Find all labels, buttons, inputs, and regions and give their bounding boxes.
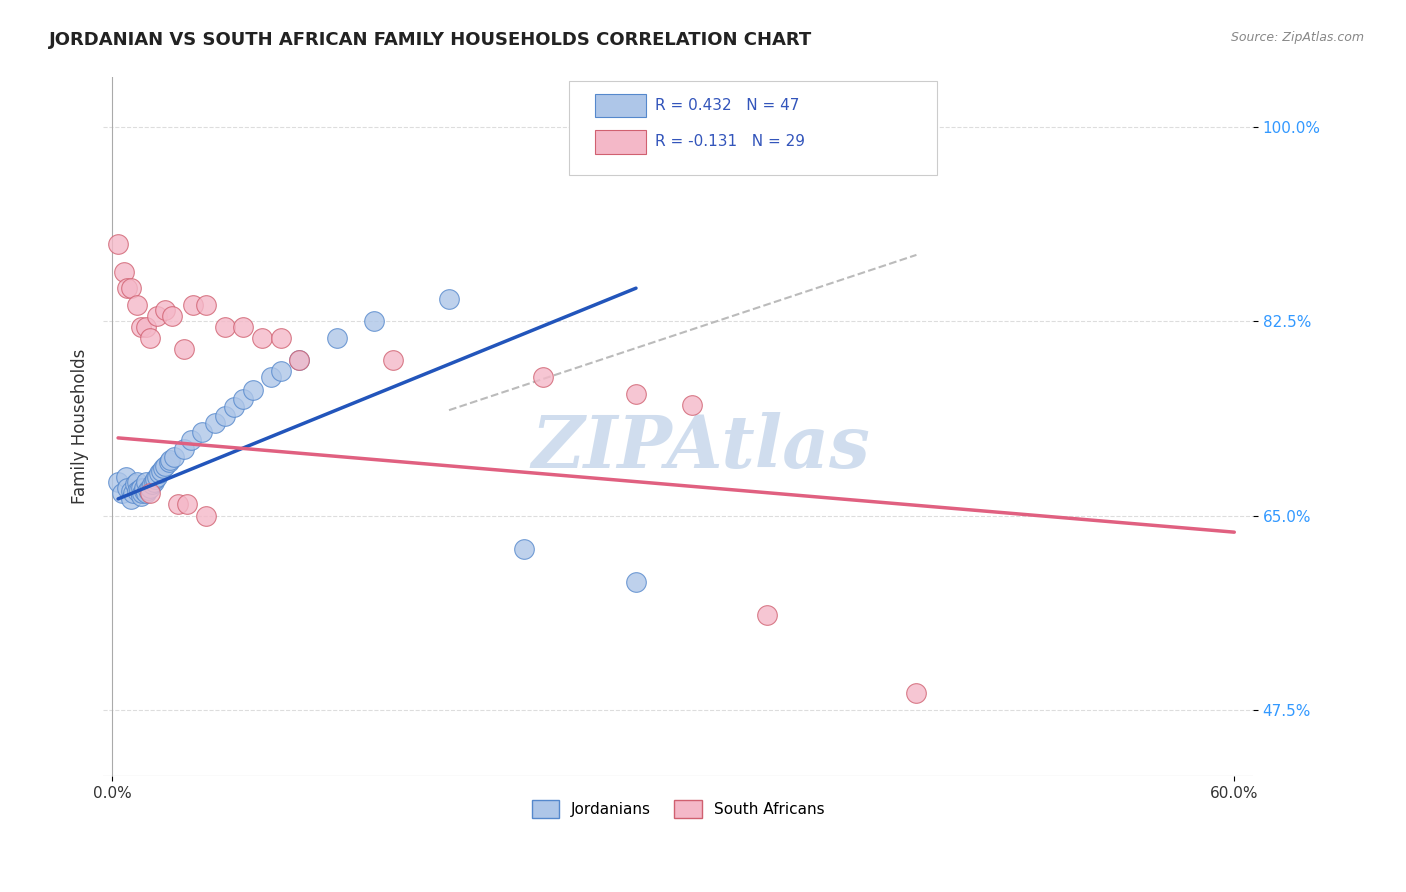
Point — [755, 608, 778, 623]
Point — [117, 281, 139, 295]
Point — [152, 460, 174, 475]
Point — [125, 298, 148, 312]
Point — [107, 236, 129, 251]
Point — [624, 575, 647, 590]
Text: JORDANIAN VS SOUTH AFRICAN FAMILY HOUSEHOLDS CORRELATION CHART: JORDANIAN VS SOUTH AFRICAN FAMILY HOUSEH… — [49, 31, 813, 49]
Point — [136, 483, 159, 497]
Point — [146, 469, 169, 483]
Point — [111, 486, 134, 500]
Point — [181, 298, 204, 312]
Point — [214, 409, 236, 423]
Point — [173, 342, 195, 356]
Point — [381, 353, 404, 368]
FancyBboxPatch shape — [569, 81, 936, 175]
Point — [191, 425, 214, 440]
Point — [163, 450, 186, 464]
Point — [128, 483, 150, 497]
Point — [260, 370, 283, 384]
Point — [176, 498, 198, 512]
Point — [120, 491, 142, 506]
Point — [139, 486, 162, 500]
Point — [905, 686, 928, 700]
Point — [150, 464, 173, 478]
Point — [531, 370, 554, 384]
Point — [112, 264, 135, 278]
Point — [135, 486, 157, 500]
Point — [288, 353, 311, 368]
Text: Source: ZipAtlas.com: Source: ZipAtlas.com — [1230, 31, 1364, 45]
Point — [120, 484, 142, 499]
Point — [145, 472, 167, 486]
Point — [222, 400, 245, 414]
Point — [363, 314, 385, 328]
Point — [326, 331, 349, 345]
Point — [117, 481, 139, 495]
FancyBboxPatch shape — [595, 130, 645, 153]
Point — [194, 298, 217, 312]
Point — [148, 467, 170, 481]
Point — [135, 320, 157, 334]
Text: R = 0.432   N = 47: R = 0.432 N = 47 — [655, 98, 800, 113]
Point — [122, 486, 145, 500]
Point — [153, 303, 176, 318]
Text: R = -0.131   N = 29: R = -0.131 N = 29 — [655, 134, 806, 149]
Point — [194, 508, 217, 523]
Point — [139, 331, 162, 345]
Y-axis label: Family Households: Family Households — [72, 349, 89, 505]
Point — [159, 453, 181, 467]
Point — [153, 458, 176, 473]
Point — [120, 281, 142, 295]
Point — [129, 489, 152, 503]
Point — [134, 481, 156, 495]
Point — [141, 477, 163, 491]
Point — [142, 475, 165, 490]
Legend: Jordanians, South Africans: Jordanians, South Africans — [526, 794, 831, 824]
Point — [681, 398, 703, 412]
Point — [173, 442, 195, 456]
Point — [270, 331, 292, 345]
Point — [114, 469, 136, 483]
Point — [129, 320, 152, 334]
Point — [204, 417, 226, 431]
Point — [513, 541, 536, 556]
Point — [270, 364, 292, 378]
Point — [214, 320, 236, 334]
Point — [162, 309, 184, 323]
Point — [167, 498, 190, 512]
Point — [139, 481, 162, 495]
Point — [134, 484, 156, 499]
Point — [232, 320, 254, 334]
Point — [232, 392, 254, 406]
Point — [125, 484, 148, 499]
Point — [129, 481, 152, 495]
Point — [146, 309, 169, 323]
Text: ZIPAtlas: ZIPAtlas — [531, 412, 870, 483]
FancyBboxPatch shape — [595, 94, 645, 117]
Point — [135, 475, 157, 490]
Point — [242, 383, 264, 397]
Point — [124, 477, 146, 491]
Point — [131, 486, 153, 500]
Point — [107, 475, 129, 490]
Point — [288, 353, 311, 368]
Point — [250, 331, 273, 345]
Point — [437, 292, 460, 306]
Point — [180, 433, 202, 447]
Point — [157, 455, 180, 469]
Point — [125, 475, 148, 490]
Point — [624, 386, 647, 401]
